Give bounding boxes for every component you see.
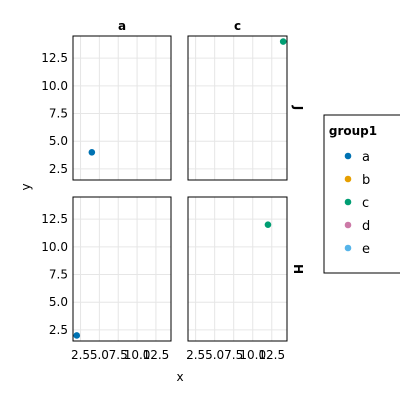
legend-marker-a — [344, 152, 352, 160]
x-tick-label: 5.0 — [205, 348, 224, 362]
panel-c-H: 2.5 5.0 7.510.012.5 — [186, 196, 288, 362]
col-facet-title-c: c — [234, 19, 241, 33]
legend-label-b: b — [362, 173, 370, 188]
row-facet-titles: J H — [291, 105, 305, 274]
data-point-c — [279, 38, 287, 45]
panel-frame — [72, 35, 172, 181]
data-point-a — [73, 332, 81, 339]
legend-box — [323, 114, 400, 274]
panel-a-J: 2.5 5.0 7.5 10.0 12.5 — [41, 35, 172, 181]
x-tick-label: 12.5 — [143, 348, 170, 362]
data-point-c — [264, 221, 272, 228]
legend-marker-e — [344, 244, 352, 252]
legend-label-c: c — [362, 196, 369, 211]
legend-marker-d — [344, 221, 352, 229]
panel-frame — [72, 196, 172, 342]
x-tick-label: 10.0 — [239, 348, 266, 362]
data-point-a — [88, 149, 96, 156]
x-axis-label: x — [176, 370, 183, 384]
x-tick-label: 2.5 — [186, 348, 205, 362]
panels-layer: 2.55.07.510.012.52.55.07.510.012.52.5 5.0… — [41, 35, 288, 362]
col-facet-title-a: a — [118, 19, 126, 33]
legend-label-d: d — [362, 219, 370, 234]
x-tick-label: 10.0 — [124, 348, 151, 362]
y-tick-label: 10.0 — [41, 79, 68, 93]
row-facet-title-h: H — [291, 264, 305, 274]
panel-a-H: 2.55.07.510.012.52.5 5.0 7.510.012.5 — [41, 196, 172, 362]
y-tick-label: 7.5 — [49, 268, 68, 282]
y-tick-label: 2.5 — [49, 162, 68, 176]
column-facet-titles: a c — [118, 19, 241, 33]
x-tick-label: 7.5 — [224, 348, 243, 362]
panel-frame — [187, 35, 288, 181]
x-tick-label: 12.5 — [258, 348, 285, 362]
legend-label-a: a — [362, 150, 370, 165]
y-tick-label: 5.0 — [49, 295, 68, 309]
y-tick-label: 2.5 — [49, 323, 68, 337]
y-tick-label: 7.5 — [49, 107, 68, 121]
y-axis-label: y — [19, 183, 33, 190]
panel-frame — [187, 196, 288, 342]
y-tick-label: 12.5 — [41, 212, 68, 226]
x-tick-label: 7.5 — [109, 348, 128, 362]
row-facet-title-j: J — [291, 105, 305, 110]
x-tick-label: 2.5 — [71, 348, 90, 362]
x-tick-label: 5.0 — [90, 348, 109, 362]
y-tick-label: 12.5 — [41, 51, 68, 65]
legend-title: group1 — [329, 124, 377, 138]
legend-marker-c — [344, 198, 352, 206]
panel-c-J — [187, 35, 288, 181]
y-tick-label: 5.0 — [49, 134, 68, 148]
legend-label-e: e — [362, 242, 370, 257]
legend-marker-b — [344, 175, 352, 183]
y-tick-label: 10.0 — [41, 240, 68, 254]
